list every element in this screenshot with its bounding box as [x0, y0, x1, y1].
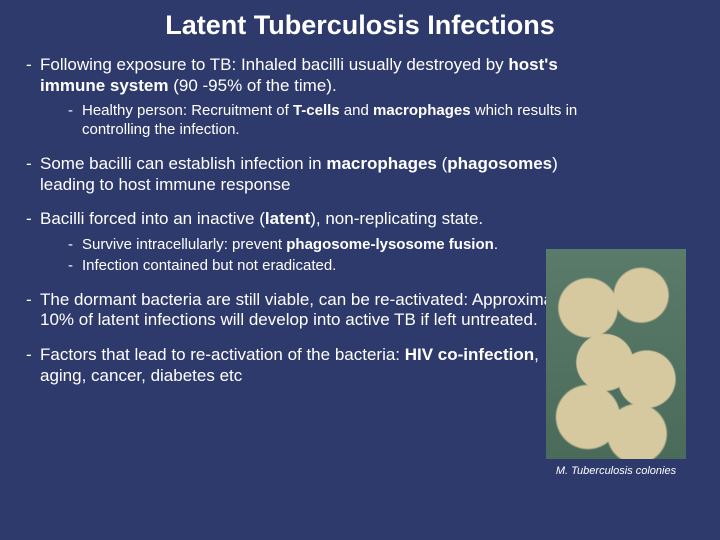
text-column: Following exposure to TB: Inhaled bacill…: [20, 55, 580, 387]
bullet-5: Factors that lead to re-activation of th…: [26, 345, 580, 386]
text: and: [340, 102, 373, 119]
text: Infection contained but not eradicated.: [82, 257, 336, 274]
bold-text: macrophages: [373, 102, 471, 119]
bold-text: T-cells: [293, 102, 340, 119]
bold-text: macrophages: [326, 154, 437, 173]
text: (90 -95% of the time).: [169, 76, 337, 95]
bullet-3: Bacilli forced into an inactive (latent)…: [26, 209, 580, 275]
slide-title: Latent Tuberculosis Infections: [20, 10, 700, 41]
colonies-image: [546, 249, 686, 459]
bold-text: latent: [265, 209, 310, 228]
bullet-1: Following exposure to TB: Inhaled bacill…: [26, 55, 580, 140]
text: .: [494, 236, 498, 253]
image-box: M. Tuberculosis colonies: [546, 249, 686, 477]
bold-text: phagosome-lysosome fusion: [286, 236, 494, 253]
text: Some bacilli can establish infection in: [40, 154, 326, 173]
sub-list: Healthy person: Recruitment of T-cells a…: [40, 102, 580, 140]
text: The dormant bacteria are still viable, c…: [40, 290, 580, 330]
bold-text: phagosomes: [447, 154, 552, 173]
text: Factors that lead to re-activation of th…: [40, 345, 405, 364]
content-area: Following exposure to TB: Inhaled bacill…: [20, 55, 700, 387]
image-caption: M. Tuberculosis colonies: [546, 465, 686, 477]
slide: Latent Tuberculosis Infections Following…: [0, 0, 720, 540]
sub-list: Survive intracellularly: prevent phagoso…: [40, 236, 580, 276]
sub-bullet: Healthy person: Recruitment of T-cells a…: [68, 102, 580, 140]
bullet-list: Following exposure to TB: Inhaled bacill…: [20, 55, 580, 387]
bullet-4: The dormant bacteria are still viable, c…: [26, 290, 580, 331]
text: (: [437, 154, 447, 173]
text: Bacilli forced into an inactive (: [40, 209, 265, 228]
text: Healthy person: Recruitment of: [82, 102, 293, 119]
text: ), non-replicating state.: [310, 209, 483, 228]
sub-bullet: Infection contained but not eradicated.: [68, 257, 580, 276]
text: Survive intracellularly: prevent: [82, 236, 286, 253]
sub-bullet: Survive intracellularly: prevent phagoso…: [68, 236, 580, 255]
bullet-2: Some bacilli can establish infection in …: [26, 154, 580, 195]
bold-text: HIV co-infection: [405, 345, 534, 364]
text: Following exposure to TB: Inhaled bacill…: [40, 55, 508, 74]
